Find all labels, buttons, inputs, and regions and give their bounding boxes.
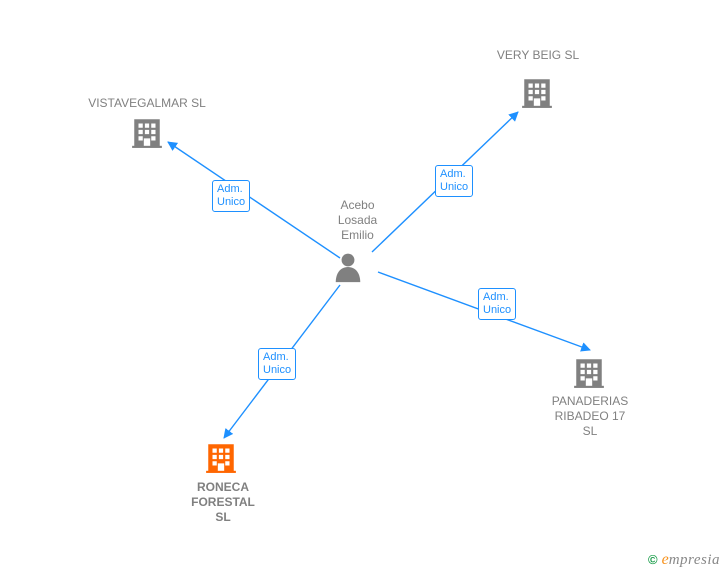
company-label-verybeig: VERY BEIG SL: [478, 48, 598, 63]
company-label-roneca: RONECA FORESTAL SL: [178, 480, 268, 525]
watermark: © empresia: [648, 551, 720, 569]
building-icon-panaderias: [572, 355, 606, 389]
edge-label-panaderias: Adm. Unico: [478, 288, 516, 320]
company-label-vistavegalmar: VISTAVEGALMAR SL: [72, 96, 222, 111]
building-icon-vistavegalmar: [130, 115, 164, 149]
company-label-panaderias: PANADERIAS RIBADEO 17 SL: [545, 394, 635, 439]
center-label: Acebo Losada Emilio: [330, 198, 385, 243]
person-icon: [334, 250, 362, 284]
brand-initial: e: [662, 551, 669, 568]
edges-layer: [0, 0, 728, 575]
edge-label-roneca: Adm. Unico: [258, 348, 296, 380]
diagram-canvas: Acebo Losada Emilio VISTAVEGALMAR SL Adm…: [0, 0, 728, 575]
edge-vistavegalmar: [168, 142, 340, 258]
copyright-symbol: ©: [648, 552, 658, 567]
edge-label-vistavegalmar: Adm. Unico: [212, 180, 250, 212]
building-icon-roneca: [204, 440, 238, 474]
building-icon-verybeig: [520, 75, 554, 109]
edge-label-verybeig: Adm. Unico: [435, 165, 473, 197]
brand-rest: mpresia: [669, 552, 720, 568]
